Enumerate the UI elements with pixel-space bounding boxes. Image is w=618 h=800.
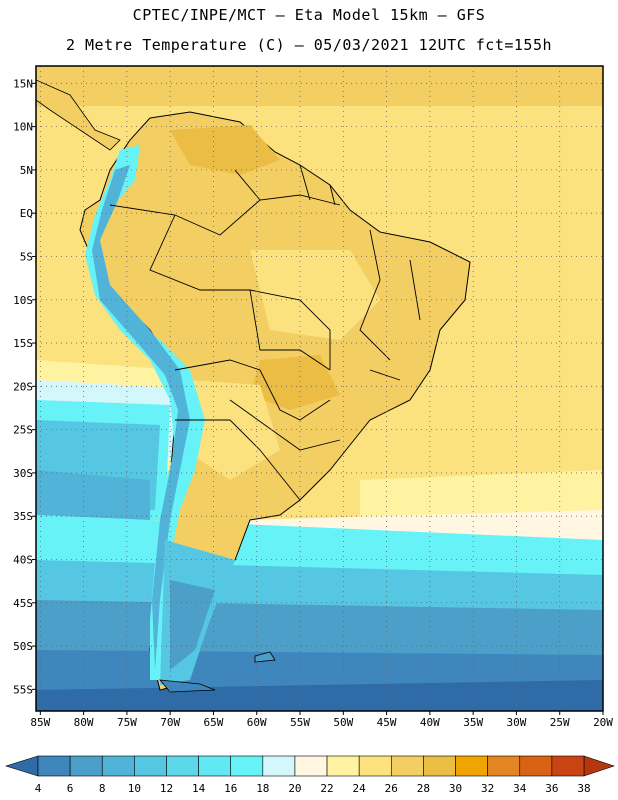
lon-label: 80W (74, 716, 94, 729)
colorbar-label: 6 (67, 782, 74, 795)
colorbar-box (487, 755, 521, 777)
colorbar-box (166, 755, 199, 777)
colorbar: 4 6 8 10 12 14 16 18 20 22 24 26 28 30 32 34 36 38 (4, 755, 615, 795)
colorbar-box (101, 755, 135, 777)
lon-label: 75W (117, 716, 137, 729)
colorbar-box (230, 755, 264, 777)
colorbar-box (134, 755, 167, 777)
lon-label: 60W (247, 716, 267, 729)
colorbar-label: 38 (577, 782, 590, 795)
lat-label: EQ (20, 207, 33, 220)
colorbar-label: 32 (481, 782, 494, 795)
lat-label: 15S (13, 337, 33, 350)
colorbar-box (198, 755, 232, 777)
lat-label: 10N (13, 121, 33, 134)
lat-label: 5N (20, 164, 33, 177)
lon-label: 45W (377, 716, 397, 729)
lon-label: 70W (160, 716, 180, 729)
colorbar-box (262, 755, 296, 777)
lon-label: 85W (30, 716, 50, 729)
lon-label: 40W (420, 716, 440, 729)
colorbar-label: 26 (385, 782, 398, 795)
lat-label: 20S (13, 380, 33, 393)
colorbar-label: 8 (99, 782, 106, 795)
colorbar-box (519, 755, 553, 777)
colorbar-label: 28 (417, 782, 430, 795)
colorbar-label: 34 (513, 782, 527, 795)
lon-label: 65W (204, 716, 224, 729)
colorbar-label: 36 (545, 782, 558, 795)
colorbar-box (326, 755, 360, 777)
colorbar-label: 18 (256, 782, 269, 795)
colorbar-label: 4 (35, 782, 42, 795)
colorbar-label: 22 (320, 782, 333, 795)
colorbar-box (69, 755, 103, 777)
colorbar-label: 12 (160, 782, 173, 795)
colorbar-label: 20 (288, 782, 301, 795)
colorbar-label: 10 (128, 782, 141, 795)
lat-label: 35S (13, 510, 33, 523)
lat-label: 45S (13, 597, 33, 610)
temperature-map: 15N 10N 5N EQ 5S 10S 15S 20S 25S 30S 35S 40S 45S 50S 5… (13, 65, 613, 729)
lat-label: 40S (13, 553, 33, 566)
map-subtitle: 2 Metre Temperature (C) – 05/03/2021 12U… (65, 36, 553, 54)
lat-label: 50S (13, 640, 33, 653)
colorbar-box (551, 755, 585, 777)
colorbar-box (358, 755, 392, 777)
lat-label: 5S (20, 250, 33, 263)
colorbar-box (37, 755, 71, 777)
lon-label: 55W (290, 716, 310, 729)
lon-label: 30W (506, 716, 526, 729)
map-title: CPTEC/INPE/MCT – Eta Model 15km – GFS (132, 6, 486, 24)
colorbar-left-arrow (4, 755, 39, 777)
lat-label: 10S (13, 294, 33, 307)
colorbar-box (294, 755, 328, 777)
colorbar-box (423, 755, 456, 777)
lon-label: 25W (550, 716, 570, 729)
colorbar-right-arrow (583, 755, 615, 777)
lat-label: 25S (13, 424, 33, 437)
lon-label: 20W (593, 716, 613, 729)
lat-label: 55S (13, 683, 33, 696)
lon-label: 50W (333, 716, 353, 729)
colorbar-label: 16 (224, 782, 237, 795)
colorbar-label: 30 (449, 782, 462, 795)
colorbar-box (390, 755, 424, 777)
colorbar-label: 14 (192, 782, 206, 795)
colorbar-label: 24 (353, 782, 367, 795)
colorbar-box (455, 755, 488, 777)
lat-label: 15N (13, 77, 33, 90)
lat-label: 30S (13, 467, 33, 480)
lon-label: 35W (463, 716, 483, 729)
